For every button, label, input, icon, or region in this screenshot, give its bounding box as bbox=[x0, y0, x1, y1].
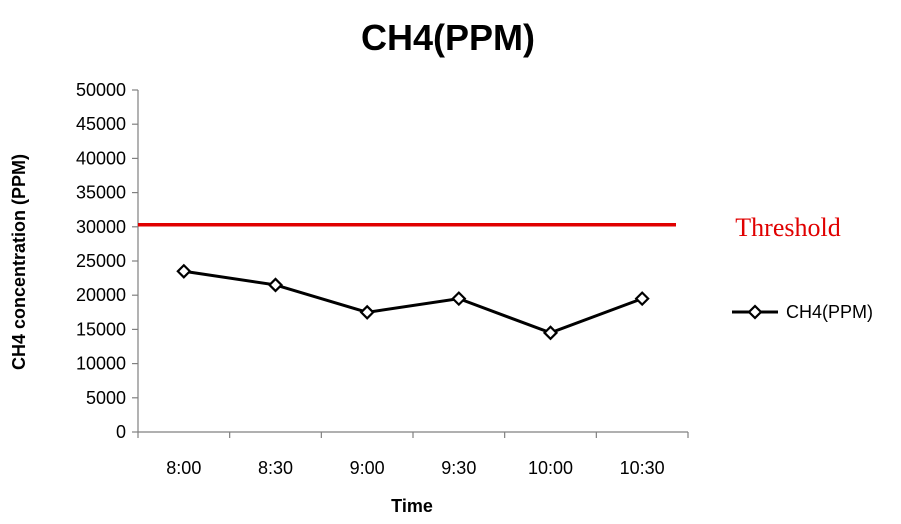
series-line-ch4 bbox=[183, 269, 643, 335]
y-tick-label: 10000 bbox=[76, 354, 126, 374]
legend-diamond-marker bbox=[747, 304, 763, 320]
data-point-marker[interactable] bbox=[634, 291, 650, 307]
threshold: Threshold bbox=[138, 213, 841, 242]
y-tick-label: 15000 bbox=[76, 319, 126, 339]
data-point-marker[interactable] bbox=[359, 304, 375, 320]
y-tick-label: 5000 bbox=[86, 388, 126, 408]
legend-label-ch4: CH4(PPM) bbox=[786, 302, 873, 322]
data-point-marker[interactable] bbox=[267, 277, 284, 293]
x-tick-label: 8:30 bbox=[258, 458, 293, 478]
x-axis-title: Time bbox=[391, 496, 433, 516]
y-tick-label: 40000 bbox=[76, 148, 126, 168]
x-tick-label: 9:00 bbox=[350, 458, 385, 478]
y-tick-label: 0 bbox=[116, 422, 126, 442]
data-point-marker[interactable] bbox=[451, 291, 467, 307]
data-point-marker[interactable] bbox=[176, 263, 192, 279]
chart-title: CH4(PPM) bbox=[361, 17, 535, 58]
y-tick-label: 25000 bbox=[76, 251, 126, 271]
y-tick-label: 35000 bbox=[76, 183, 126, 203]
data-point-marker[interactable] bbox=[542, 325, 559, 341]
threshold-label: Threshold bbox=[735, 213, 840, 242]
x-tick-label: 9:30 bbox=[441, 458, 476, 478]
x-tick-label: 8:00 bbox=[166, 458, 201, 478]
y-tick-label: 30000 bbox=[76, 217, 126, 237]
y-axis: 0 5000 10000 15000 20000 25000 30000 35000 40000… bbox=[76, 80, 139, 442]
x-axis: 8:00 8:30 9:00 9:30 10:00 10:30 bbox=[137, 431, 689, 478]
y-axis-title: CH4 concentration (PPM) bbox=[9, 154, 29, 370]
series-ch4 bbox=[176, 263, 650, 341]
y-tick-label: 45000 bbox=[76, 114, 126, 134]
x-tick-label: 10:00 bbox=[528, 458, 573, 478]
y-tick-label: 20000 bbox=[76, 285, 126, 305]
legend[interactable]: CH4(PPM) bbox=[732, 302, 873, 322]
y-tick-label: 50000 bbox=[76, 80, 126, 100]
x-tick-label: 10:30 bbox=[620, 458, 665, 478]
